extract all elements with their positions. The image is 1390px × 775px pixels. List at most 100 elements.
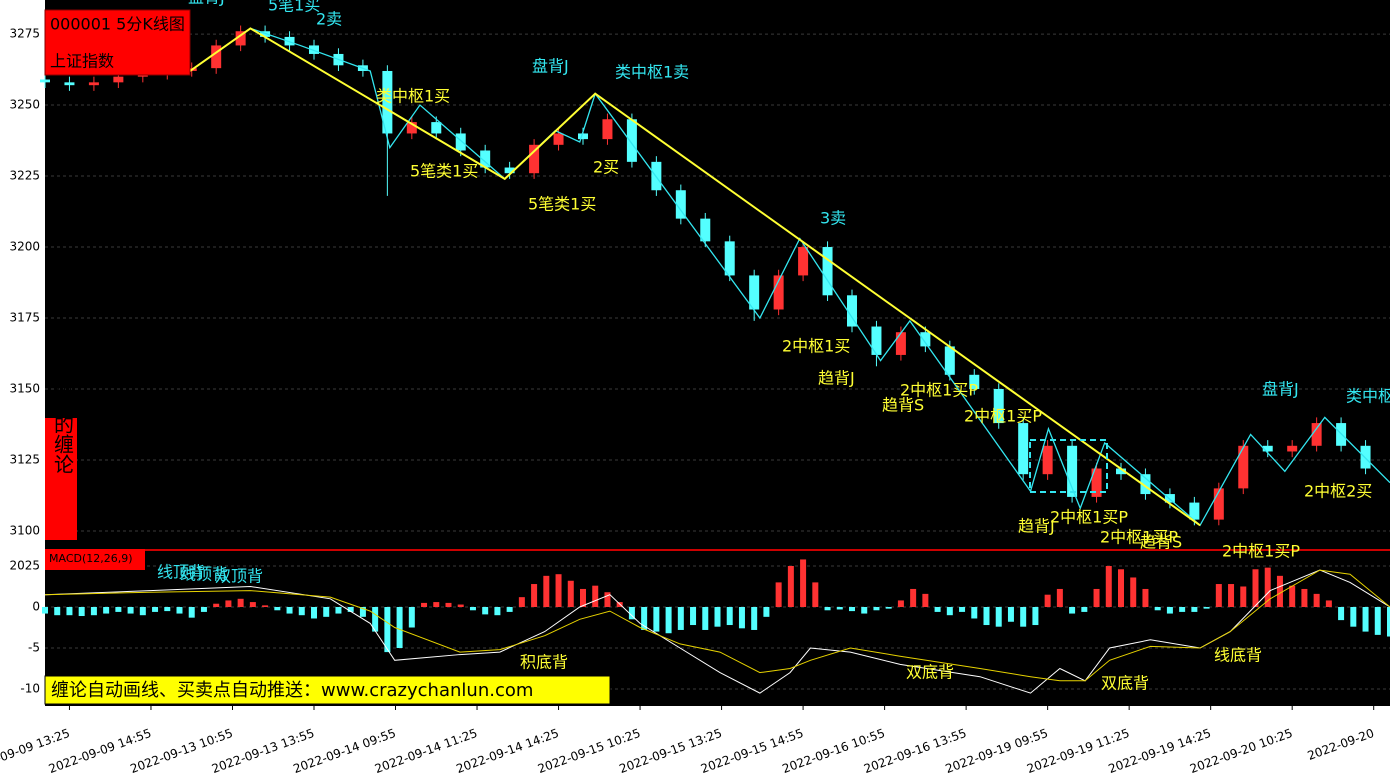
annotation: 趋背J [1018, 517, 1055, 536]
banner-box [44, 675, 611, 705]
annotation: 2中枢1买P [900, 381, 978, 400]
chart-subtitle: 上证指数 [50, 52, 114, 71]
candle-body [749, 275, 760, 310]
macd-bar [628, 606, 635, 620]
macd-bar [726, 606, 733, 626]
macd-bar [90, 606, 97, 616]
macd-bar [567, 580, 574, 607]
annotation: 趋背J [818, 369, 855, 388]
macd-bar [604, 592, 611, 607]
macd-bar [1056, 588, 1063, 607]
candle-body [431, 122, 442, 134]
macd-annotation: 双底背 [1101, 674, 1149, 693]
macd-bar [971, 606, 978, 619]
macd-bar [494, 606, 501, 616]
macd-y-tick-label: -10 [20, 682, 40, 696]
chart-title: 000001 5分K线图 [50, 15, 185, 34]
macd-bar [1350, 606, 1357, 627]
candle-body [895, 332, 906, 355]
macd-bar [1301, 588, 1308, 607]
annotation: 2卖 [316, 10, 342, 29]
macd-bar [849, 606, 855, 612]
candle-body [675, 190, 686, 219]
macd-bar [408, 606, 415, 628]
macd-y-tick-label: -5 [28, 641, 40, 655]
candle-body [1213, 488, 1224, 520]
title-box [44, 9, 191, 76]
candle-body [480, 150, 491, 168]
annotation: 2中枢1买P [1050, 508, 1128, 527]
macd-bar [152, 606, 159, 612]
candle-body [1164, 494, 1175, 503]
macd-bar [922, 593, 929, 607]
macd-bar [127, 606, 134, 614]
macd-bar [298, 606, 305, 616]
macd-bar [433, 602, 440, 607]
macd-bar [286, 606, 293, 614]
candle-body [969, 374, 980, 390]
macd-bar [555, 574, 562, 607]
macd-bar [653, 606, 660, 632]
macd-bar [714, 606, 721, 627]
candle-body [1067, 445, 1078, 497]
candle-body [847, 295, 857, 327]
macd-bar [1020, 606, 1027, 627]
macd-bar [421, 602, 428, 607]
candle-body [773, 275, 784, 310]
macd-bar [995, 606, 1002, 627]
macd-annotation: 积底背 [520, 653, 568, 672]
candle-body [1140, 474, 1151, 495]
candle-body [455, 133, 466, 151]
candle-body [822, 247, 833, 296]
macd-bar [482, 606, 489, 615]
macd-bar [103, 606, 110, 614]
annotation: 类中枢1买 [376, 87, 450, 106]
macd-bar [1362, 606, 1369, 632]
candle-body [529, 144, 540, 174]
annotation: 盘背J [1262, 380, 1299, 399]
annotation: 盘背J [188, 0, 225, 7]
dea-line [44, 569, 1390, 682]
macd-bar [836, 606, 843, 610]
macd-bar [139, 606, 146, 616]
macd-bar [469, 606, 476, 611]
macd-annotation: 双底背 [906, 663, 954, 682]
y-tick-label: 3275 [9, 27, 40, 41]
candle-body [700, 218, 711, 242]
y-tick-label: 3175 [9, 311, 40, 325]
macd-bar [702, 606, 709, 630]
macd-annotation: 线顶背 [180, 565, 228, 584]
macd-bar [751, 606, 758, 630]
candle-body [1116, 468, 1126, 475]
macd-bar [531, 584, 538, 607]
candle-body [578, 133, 588, 140]
macd-bar [1252, 569, 1259, 607]
macd-bar [861, 606, 868, 614]
macd-bar [1007, 606, 1014, 622]
macd-bar [66, 606, 73, 616]
macd-bar [946, 606, 953, 616]
segment-line [189, 27, 1201, 527]
candle-body [1311, 423, 1322, 446]
side-label: 疯狂的缠论 [51, 374, 75, 474]
macd-bar [1240, 586, 1247, 607]
macd-bar [934, 606, 941, 612]
macd-bar [665, 606, 672, 634]
macd-bar [323, 606, 330, 617]
macd-bar [1093, 588, 1100, 607]
macd-bar [1215, 584, 1222, 607]
y-tick-label: 3150 [9, 382, 40, 396]
macd-bar [1105, 565, 1112, 607]
macd-bar [335, 606, 342, 614]
y-tick-label: 3125 [9, 452, 40, 466]
y-tick-label: 3225 [9, 169, 40, 183]
annotation: 2买 [593, 158, 619, 177]
macd-bar [580, 588, 586, 607]
candle-body [871, 326, 882, 355]
macd-bar [677, 606, 684, 630]
macd-bar [1032, 606, 1039, 626]
annotation: 5笔类1买 [410, 162, 478, 181]
macd-bar [1313, 593, 1320, 607]
candle-body [1287, 445, 1298, 452]
banner: 缠论自动画线、买卖点自动推送：www.crazychanlun.com [51, 680, 533, 701]
